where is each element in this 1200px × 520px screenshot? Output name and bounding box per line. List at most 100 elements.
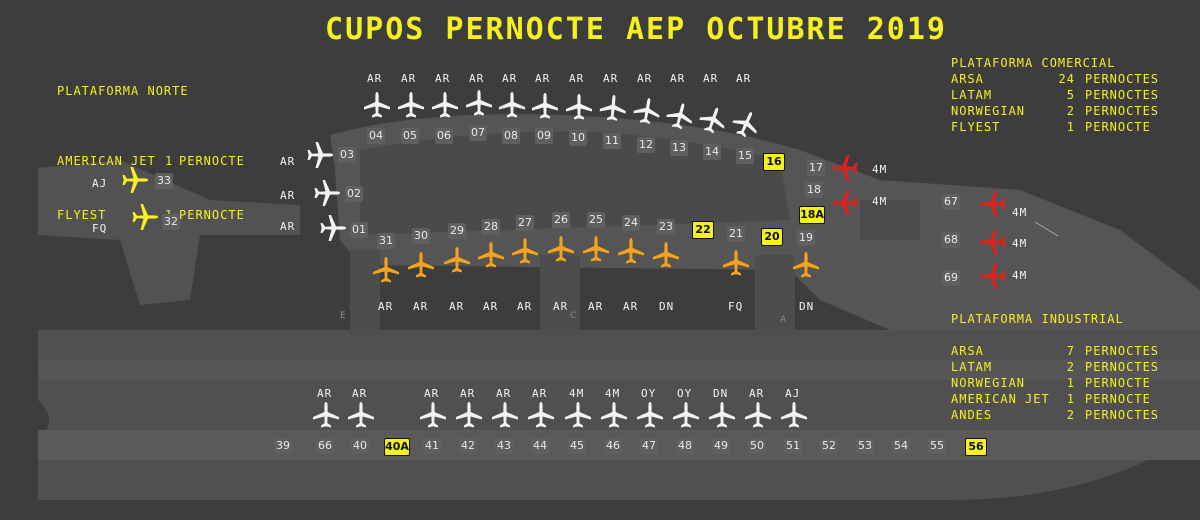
aircraft-icon — [830, 153, 860, 183]
stand-number[interactable]: 18 — [805, 182, 823, 198]
stand-number[interactable]: 19 — [797, 230, 815, 246]
aircraft-icon — [442, 245, 472, 275]
stand-number[interactable]: 50 — [748, 438, 766, 454]
stand-number[interactable]: 39 — [274, 438, 292, 454]
stand-number[interactable]: 55 — [928, 438, 946, 454]
operator-code: AR — [317, 387, 333, 400]
operator-code: AR — [280, 220, 296, 233]
stand-number[interactable]: 49 — [712, 438, 730, 454]
aircraft-icon — [731, 109, 761, 139]
aircraft-icon — [581, 234, 611, 264]
stand-number[interactable]: 56 — [965, 438, 987, 456]
stand-number[interactable]: 01 — [350, 222, 368, 238]
operator-code: AR — [588, 300, 604, 313]
stand-number[interactable]: 52 — [820, 438, 838, 454]
quantity: 2 — [1066, 104, 1075, 118]
stand-number[interactable]: 25 — [587, 212, 605, 228]
stand-number[interactable]: 22 — [692, 221, 714, 239]
aircraft-icon — [791, 250, 821, 280]
stand-number[interactable]: 47 — [640, 438, 658, 454]
stand-number[interactable]: 10 — [569, 130, 587, 146]
aircraft-icon — [978, 261, 1008, 291]
stand-number[interactable]: 48 — [676, 438, 694, 454]
panel-norte-title: PLATAFORMA NORTE — [57, 84, 189, 98]
aircraft-icon — [120, 165, 150, 195]
stand-number[interactable]: 26 — [552, 212, 570, 228]
operator-name: AMERICAN JET — [951, 392, 1050, 406]
operator-code: AR — [553, 300, 569, 313]
stand-number[interactable]: 67 — [942, 194, 960, 210]
panel-industrial-list: ARSA 7 PERNOCTES LATAM 2 PERNOCTES NORWEGIAN 1 P… — [951, 344, 1159, 422]
aircraft-icon — [454, 400, 484, 430]
stand-number[interactable]: 02 — [345, 186, 363, 202]
stand-number[interactable]: 12 — [637, 137, 655, 153]
stand-number[interactable]: 42 — [459, 438, 477, 454]
stand-number[interactable]: 40A — [384, 438, 410, 456]
stand-number[interactable]: 66 — [316, 438, 334, 454]
stand-number[interactable]: 31 — [377, 233, 395, 249]
stand-number[interactable]: 03 — [338, 147, 356, 163]
stand-number[interactable]: 54 — [892, 438, 910, 454]
stand-number[interactable]: 43 — [495, 438, 513, 454]
stand-number[interactable]: 33 — [155, 173, 173, 189]
stand-number[interactable]: 28 — [482, 219, 500, 235]
stand-number[interactable]: 06 — [435, 128, 453, 144]
stand-number[interactable]: 20 — [761, 228, 783, 246]
stand-number[interactable]: 29 — [448, 223, 466, 239]
unit: PERNOCTES — [1085, 360, 1160, 374]
stand-number[interactable]: 11 — [603, 133, 621, 149]
stand-number[interactable]: 07 — [469, 125, 487, 141]
stand-number[interactable]: 18A — [799, 206, 825, 224]
stand-number[interactable]: 05 — [401, 128, 419, 144]
stand-number[interactable]: 16 — [763, 153, 785, 171]
stand-number[interactable]: 08 — [502, 128, 520, 144]
stand-number[interactable]: 53 — [856, 438, 874, 454]
aircraft-icon — [318, 213, 348, 243]
stand-number[interactable]: 45 — [568, 438, 586, 454]
stand-number[interactable]: 68 — [942, 232, 960, 248]
panel-norte-row: AMERICAN JET 1 PERNOCTE — [57, 154, 245, 168]
operator-code: AR — [449, 300, 465, 313]
stand-number[interactable]: 23 — [657, 219, 675, 235]
stand-number[interactable]: 51 — [784, 438, 802, 454]
operator-code: AR — [378, 300, 394, 313]
aircraft-icon — [305, 140, 335, 170]
operator-code: DN — [659, 300, 675, 313]
stand-number[interactable]: 13 — [670, 140, 688, 156]
stand-number[interactable]: 21 — [727, 226, 745, 242]
stand-number[interactable]: 04 — [367, 128, 385, 144]
panel-norte-list: AMERICAN JET 1 PERNOCTE FLYEST 1 PERNOCT… — [57, 116, 245, 260]
aircraft-icon — [698, 105, 728, 135]
operator-code: AR — [401, 72, 417, 85]
stand-number[interactable]: 27 — [516, 215, 534, 231]
stand-number[interactable]: 14 — [703, 144, 721, 160]
aircraft-icon — [476, 240, 506, 270]
stand-number[interactable]: 30 — [412, 228, 430, 244]
panel-comercial-row: FLYEST 1 PERNOCTE — [951, 120, 1159, 134]
stand-number[interactable]: 32 — [162, 214, 180, 230]
operator-code: AR — [532, 387, 548, 400]
stand-number[interactable]: 09 — [535, 128, 553, 144]
panel-comercial-title: PLATAFORMA COMERCIAL — [951, 56, 1116, 70]
stand-number[interactable]: 17 — [807, 160, 825, 176]
aircraft-icon — [978, 189, 1008, 219]
operator-code: AR — [435, 72, 451, 85]
stand-number[interactable]: 15 — [736, 148, 754, 164]
quantity: 24 — [1058, 72, 1075, 86]
stand-number[interactable]: 40 — [351, 438, 369, 454]
stand-number[interactable]: 41 — [423, 438, 441, 454]
operator-code: FQ — [92, 222, 108, 235]
stand-number[interactable]: 44 — [531, 438, 549, 454]
operator-code: AR — [517, 300, 533, 313]
aircraft-icon — [510, 236, 540, 266]
stand-number[interactable]: 46 — [604, 438, 622, 454]
aircraft-icon — [530, 91, 560, 121]
stand-number[interactable]: 24 — [622, 215, 640, 231]
aircraft-icon — [978, 227, 1008, 257]
stand-number[interactable]: 69 — [942, 270, 960, 286]
aircraft-icon — [490, 400, 520, 430]
zone-label-c: C — [570, 311, 577, 321]
operator-code: AR — [749, 387, 765, 400]
quantity: 1 — [1066, 392, 1075, 406]
